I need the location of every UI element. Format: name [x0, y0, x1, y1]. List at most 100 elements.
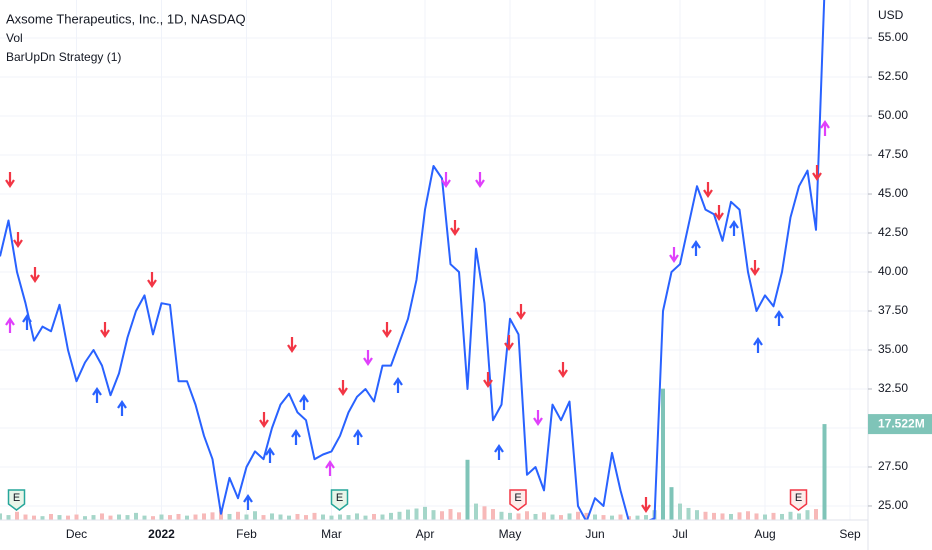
- volume-bar: [440, 511, 444, 520]
- volume-bar: [261, 515, 266, 520]
- volume-bar: [338, 514, 342, 520]
- x-tick-label: Aug: [754, 527, 775, 541]
- volume-bar: [346, 515, 351, 520]
- volume-bar: [533, 513, 538, 520]
- y-tick-label: 55.00: [878, 30, 908, 44]
- signal-arrow: [729, 220, 739, 236]
- volume-bar: [661, 388, 665, 520]
- y-tick-label: 27.50: [878, 459, 908, 473]
- volume-bar: [134, 512, 138, 520]
- signal-arrow: [259, 412, 269, 428]
- volume-bar: [151, 516, 155, 520]
- volume-bar: [703, 511, 708, 520]
- volume-bar: [678, 503, 682, 520]
- x-tick-label: Apr: [416, 527, 435, 541]
- signal-arrow: [299, 394, 309, 410]
- volume-bar: [686, 507, 691, 520]
- volume-bar: [567, 513, 572, 520]
- volume-bar: [312, 512, 317, 520]
- volume-bar: [193, 514, 198, 520]
- y-tick-label: 37.50: [878, 303, 908, 317]
- signal-arrow: [483, 372, 493, 388]
- volume-bar: [805, 510, 810, 520]
- x-tick-label: Sep: [839, 527, 861, 541]
- y-tick-label: 52.50: [878, 69, 908, 83]
- volume-bar: [32, 515, 36, 520]
- volume-bar: [491, 509, 495, 520]
- volume-bar: [780, 513, 784, 520]
- earnings-badge: [7, 489, 26, 511]
- y-tick-label: 25.00: [878, 498, 908, 512]
- volume-bar: [117, 514, 121, 520]
- volume-bar: [457, 512, 461, 520]
- x-tick-label: Mar: [321, 527, 342, 541]
- volume-bar: [66, 515, 70, 520]
- volume-bar: [669, 487, 674, 520]
- volume-bar: [15, 511, 19, 520]
- volume-bar: [57, 515, 62, 520]
- x-tick-label: 2022: [148, 527, 175, 541]
- signal-arrow: [750, 260, 760, 276]
- volume-bar: [712, 512, 716, 520]
- signal-arrow: [243, 494, 253, 510]
- y-tick-label: 50.00: [878, 108, 908, 122]
- volume-bar: [499, 511, 504, 520]
- volume-bar: [771, 512, 776, 520]
- volume-bar: [74, 514, 79, 520]
- legend-item: Vol: [6, 31, 23, 45]
- volume-bar: [210, 512, 215, 520]
- volume-bar: [397, 511, 402, 520]
- volume-bar: [227, 513, 232, 520]
- volume-bar: [576, 511, 580, 520]
- signal-arrow: [669, 247, 679, 263]
- x-tick-label: May: [499, 527, 522, 541]
- volume-bar: [542, 512, 546, 520]
- earnings-label: E: [13, 492, 20, 504]
- signal-arrow: [265, 447, 275, 463]
- chart-title: Axsome Therapeutics, Inc., 1D, NASDAQ: [6, 11, 246, 26]
- volume-bar: [202, 513, 206, 520]
- volume-last-label: 17.522M: [878, 416, 925, 430]
- grid: [0, 0, 868, 520]
- signal-arrow: [475, 172, 485, 188]
- y-tick-label: 35.00: [878, 342, 908, 356]
- signal-arrow: [450, 220, 460, 236]
- volume-bar: [236, 511, 240, 520]
- volume-last-badge: [868, 414, 932, 435]
- signal-arrow: [641, 497, 651, 513]
- volume-bar: [321, 514, 325, 520]
- signal-arrow: [338, 380, 348, 396]
- earnings-badge: [509, 489, 527, 511]
- volume-bar: [108, 515, 113, 520]
- volume-bar: [389, 512, 393, 520]
- volume-bar: [431, 510, 436, 520]
- volume-bar: [746, 511, 750, 520]
- y-tick-label: 42.50: [878, 225, 908, 239]
- signal-arrow: [812, 165, 822, 181]
- volume-bar: [763, 514, 767, 520]
- volume-bar: [414, 508, 419, 520]
- volume-bar: [176, 513, 181, 520]
- signal-arrow: [703, 182, 713, 198]
- volume-bar: [797, 513, 801, 520]
- volume-bar: [91, 515, 96, 520]
- volume-bar: [185, 515, 189, 520]
- signal-arrow: [117, 400, 127, 416]
- volume-bar: [695, 510, 699, 520]
- volume-bar: [244, 514, 249, 520]
- volume-bar: [482, 506, 487, 520]
- x-tick-label: Jul: [672, 527, 687, 541]
- volume-bar: [6, 515, 11, 520]
- signal-arrow: [353, 429, 363, 445]
- signal-arrow: [30, 267, 40, 283]
- signal-arrow: [382, 322, 392, 338]
- signal-arrow: [291, 429, 301, 445]
- volume-bar: [372, 513, 376, 520]
- volume-bar: [737, 512, 742, 520]
- signal-arrow: [22, 314, 32, 330]
- legend-item: BarUpDn Strategy (1): [6, 50, 121, 64]
- signal-arrow: [92, 387, 102, 403]
- volume-bar: [644, 515, 648, 520]
- volume-bar: [406, 509, 410, 520]
